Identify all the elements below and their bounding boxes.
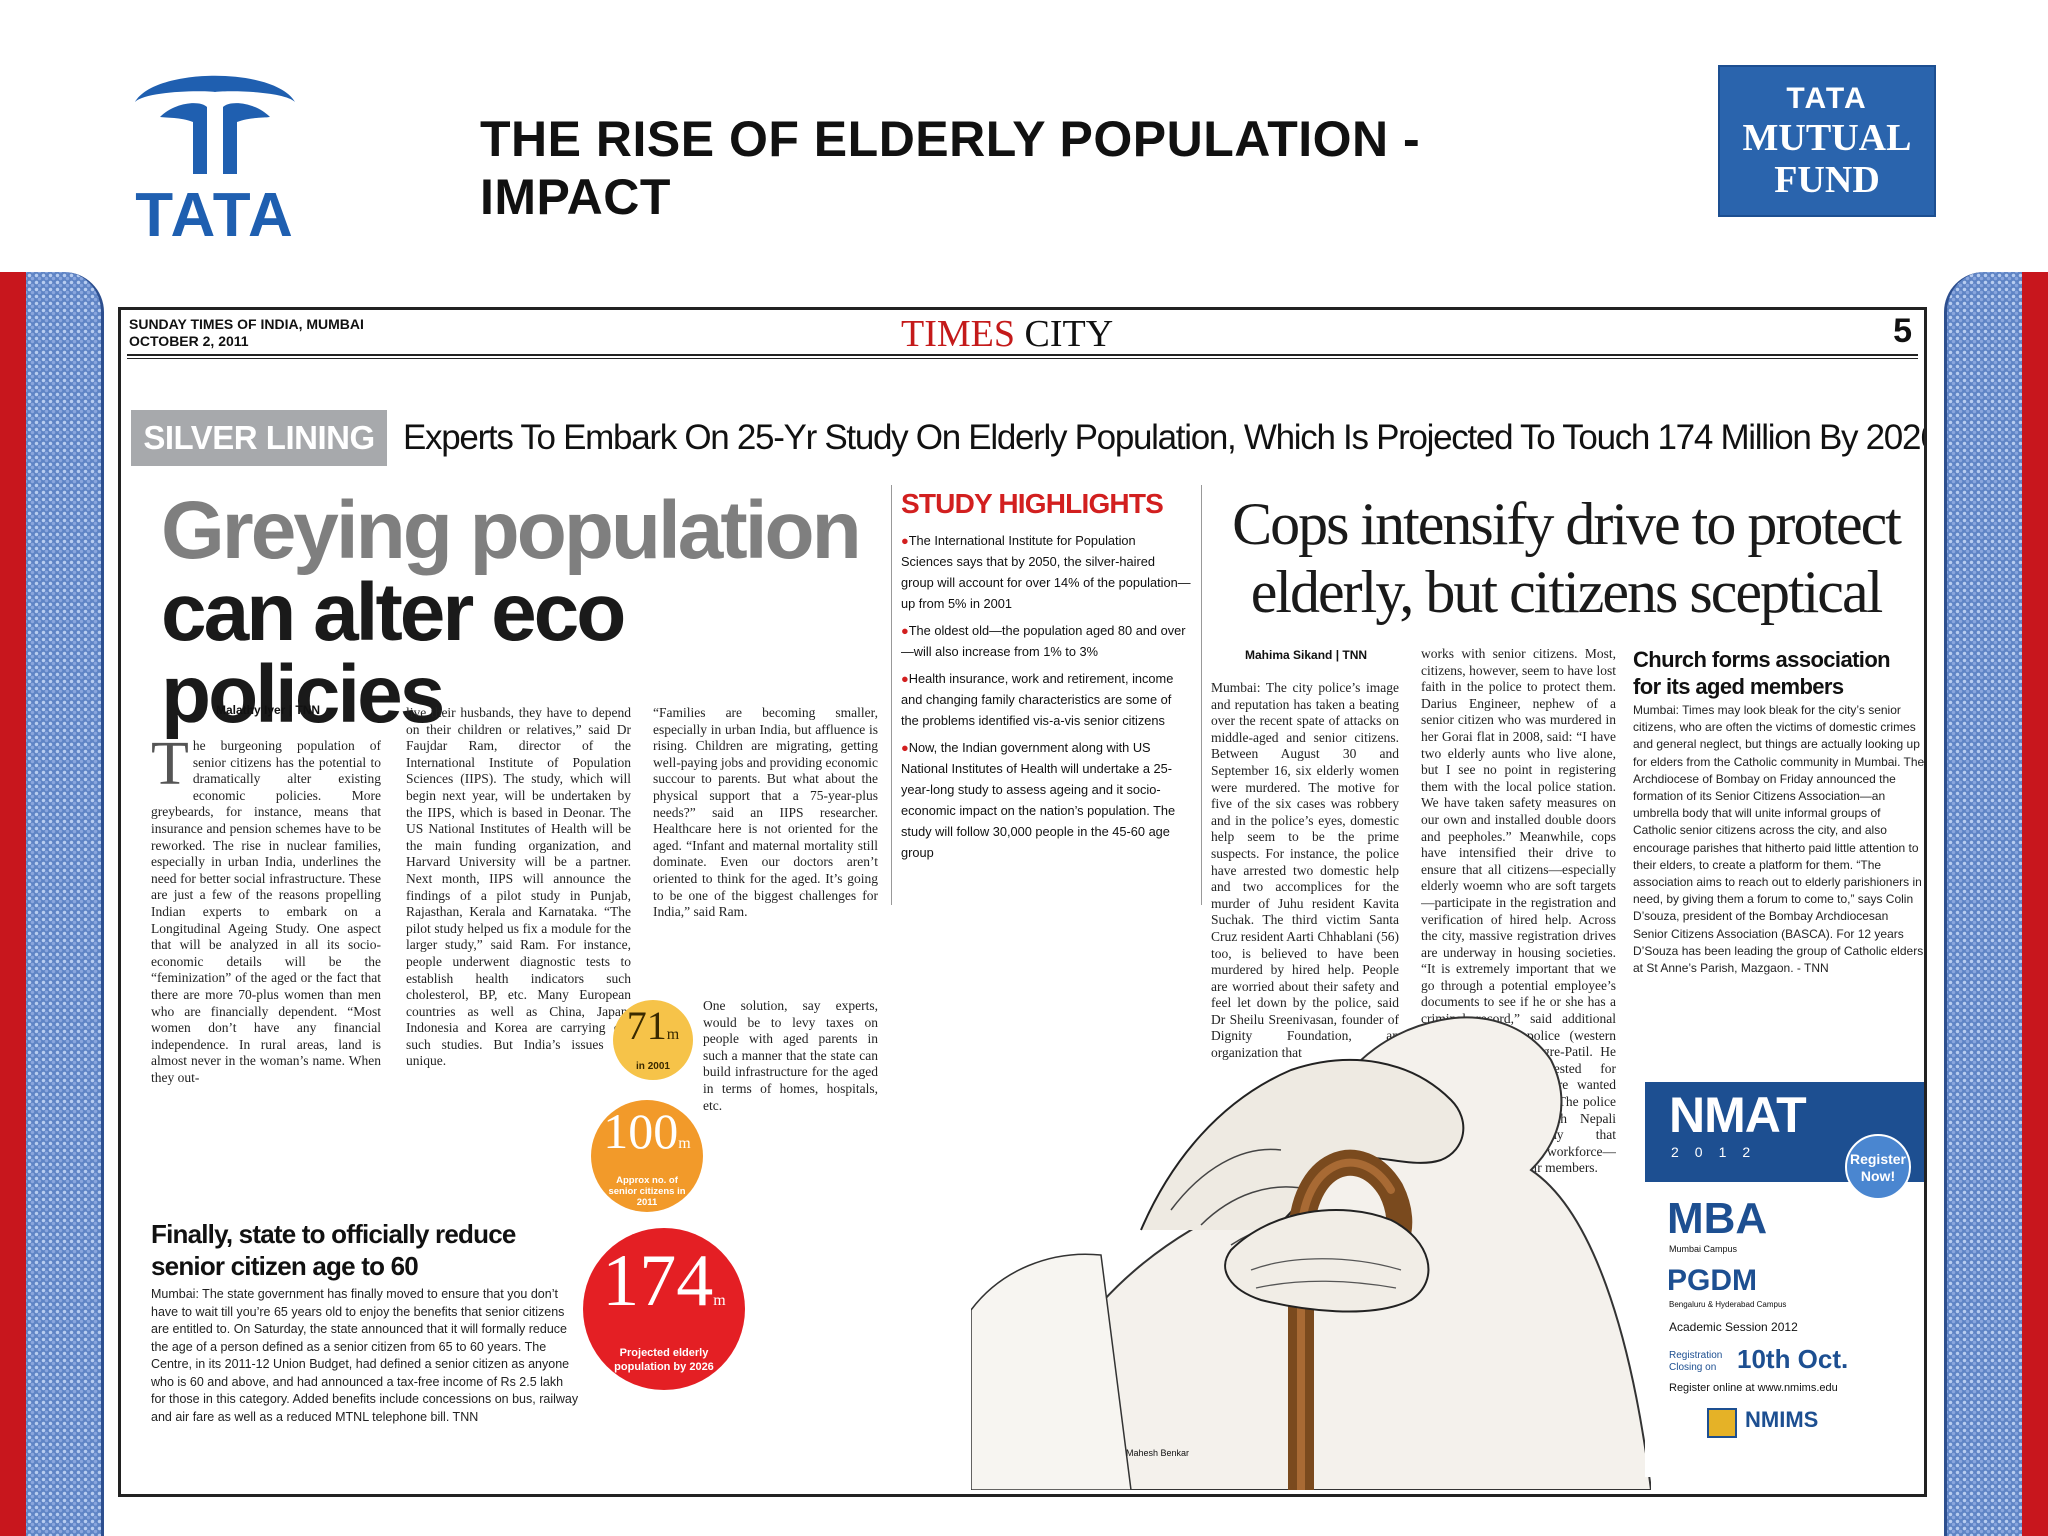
stat-71-unit: m [666, 1026, 680, 1043]
main-col1-text: he burgeoning population of senior citiz… [151, 738, 381, 1085]
main-story-column-3b: One solution, say experts, would be to l… [703, 998, 878, 1113]
stat-71-label: in 2001 [636, 1061, 670, 1072]
page-kicker: Experts To Embark On 25-Yr Study On Elde… [403, 418, 1927, 457]
tmf-logo-line1: TATA [1786, 82, 1868, 115]
ad-closing-date: 10th Oct. [1737, 1344, 1849, 1374]
stat-100-value: 100 [603, 1103, 679, 1159]
stat-100-number: 100m [591, 1100, 703, 1175]
main-headline-line2: can alter eco policies [161, 567, 626, 740]
main-story-column-3: “Families are becoming smaller, especial… [653, 705, 878, 920]
stat-174-number: 174m [583, 1228, 745, 1346]
ad-pgdm-campus: Bengaluru & Hyderabad Campus [1669, 1300, 1787, 1309]
sub-story-headline: Finally, state to officially reduce seni… [151, 1219, 516, 1281]
ad-academic-session: Academic Session 2012 [1669, 1320, 1798, 1334]
stat-circle-71m: 71m in 2001 [613, 1000, 693, 1080]
ad-registration-label: Registration Closing on [1669, 1350, 1723, 1373]
main-byline: Malathy Iyer | TNN [216, 703, 321, 717]
tata-logo: TATA [115, 62, 315, 250]
study-highlight-item: Health insurance, work and retirement, i… [901, 668, 1191, 731]
cops-byline: Mahima Sikand | TNN [1245, 648, 1368, 662]
right-decorative-strip [1943, 272, 2048, 1536]
edition-name: SUNDAY TIMES OF INDIA, MUMBAI [129, 316, 364, 332]
illustration-credit: Mahesh Benkar [1126, 1448, 1190, 1458]
dropcap: T [151, 738, 189, 798]
cops-headline: Cops intensify drive to protect elderly,… [1232, 491, 1902, 625]
church-story-body: Mumbai: Times may look bleak for the cit… [1633, 703, 1925, 976]
stat-100-unit: m [678, 1135, 691, 1152]
sub-story-body: Mumbai: The state government has finally… [151, 1287, 579, 1424]
stat-71-value: 71 [626, 1003, 667, 1048]
slide-title: THE RISE OF ELDERLY POPULATION - IMPACT [480, 111, 1421, 225]
masthead-rule [127, 354, 1918, 356]
study-highlights-list: The International Institute for Populati… [901, 530, 1191, 869]
page-number: 5 [1893, 312, 1912, 350]
left-pattern-band [26, 272, 104, 1536]
tmf-logo-line2: MUTUAL [1742, 117, 1912, 159]
newspaper-clipping: SUNDAY TIMES OF INDIA, MUMBAI OCTOBER 2,… [118, 307, 1927, 1497]
cops-story-column-1: Mumbai: The city police’s image and repu… [1211, 680, 1399, 1061]
column-divider-2 [1201, 485, 1202, 905]
stat-100-label: Approx no. of senior citizens in 2011 [608, 1175, 686, 1208]
masthead-edition: SUNDAY TIMES OF INDIA, MUMBAI OCTOBER 2,… [129, 316, 364, 350]
ad-pgdm: PGDM [1667, 1264, 1757, 1297]
church-story-headline: Church forms association for its aged me… [1633, 647, 1891, 699]
section-times: TIMES [901, 313, 1015, 355]
edition-date: OCTOBER 2, 2011 [129, 333, 249, 349]
ad-nmat-title: NMAT [1669, 1087, 1807, 1143]
study-highlight-item: Now, the Indian government along with US… [901, 737, 1191, 863]
main-headline-line1: Greying population [161, 485, 862, 576]
section-city: CITY [1024, 313, 1114, 355]
ad-nmims-brand: NMIMS [1745, 1407, 1819, 1432]
tata-mutual-fund-logo: TATA MUTUAL FUND [1718, 65, 1936, 217]
tata-logo-text: TATA [135, 181, 295, 250]
study-highlight-item: The oldest old—the population aged 80 an… [901, 620, 1191, 662]
tata-emblem-icon [135, 75, 295, 174]
stat-circle-100m: 100m Approx no. of senior citizens in 20… [591, 1100, 703, 1212]
column-divider-1 [891, 485, 892, 905]
nmims-crest-icon [1707, 1408, 1737, 1438]
silver-lining-tag: SILVER LINING [131, 410, 387, 466]
masthead-rule-thin [127, 358, 1918, 359]
stat-174-label: Projected elderly population by 2026 [614, 1347, 714, 1373]
stat-174-unit: m [713, 1292, 726, 1309]
ad-mba: MBA [1667, 1194, 1768, 1243]
stat-174-value: 174 [602, 1240, 714, 1322]
ad-year: 2012 [1671, 1144, 1767, 1160]
hands-on-cane-illustration [971, 1016, 1651, 1490]
tmf-logo-line3: FUND [1774, 159, 1880, 201]
main-story-column-2: live their husbands, they have to depend… [406, 705, 631, 1069]
nmat-advertisement: NMAT 2012 Register Now! MBA Mumbai Campu… [1645, 1082, 1924, 1477]
ad-mba-campus: Mumbai Campus [1669, 1244, 1738, 1254]
ad-register-online: Register online at www.nmims.edu [1669, 1382, 1838, 1394]
section-masthead: TIMES CITY [901, 312, 1113, 356]
stat-71-number: 71m [613, 1000, 693, 1061]
study-highlights-title: STUDY HIGHLIGHTS [901, 488, 1164, 519]
main-headline: Greying population can alter eco policie… [161, 490, 881, 736]
right-pattern-band [1944, 272, 2022, 1536]
ad-register-now-badge: Register Now! [1845, 1134, 1911, 1200]
stat-circle-174m: 174m Projected elderly population by 202… [583, 1228, 745, 1390]
left-decorative-strip [0, 272, 105, 1536]
study-highlight-item: The International Institute for Populati… [901, 530, 1191, 614]
